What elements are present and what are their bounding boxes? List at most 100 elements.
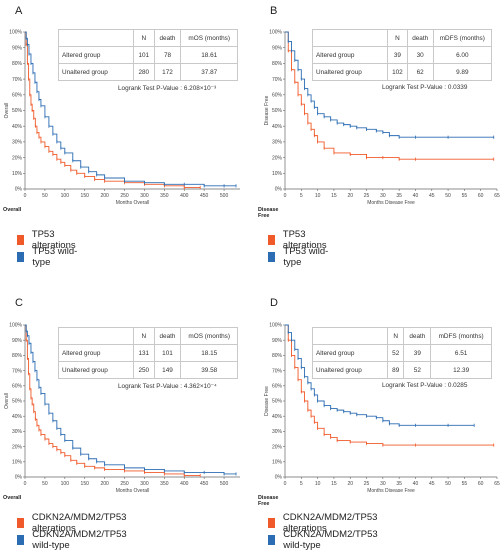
logrank-pvalue: Logrank Test P-Value : 0.0339: [382, 84, 468, 91]
section-label: Disease Free: [258, 495, 279, 507]
y-tick-label: 70%: [272, 77, 283, 83]
table-header-cell: N: [133, 327, 155, 345]
x-tick-label: 20: [347, 481, 353, 487]
table-header-row: N death mOS (months): [58, 327, 238, 345]
x-tick-label: 0: [284, 193, 287, 199]
x-tick-label: 250: [120, 193, 129, 199]
table-row: Altered group 52 39 6.51: [312, 344, 492, 362]
y-tick-label: 70%: [272, 368, 283, 374]
table-header-cell: [58, 29, 134, 47]
legend-swatch: [268, 534, 276, 545]
x-tick-label: 10: [315, 481, 321, 487]
y-tick-label: 60%: [12, 384, 23, 390]
x-tick-label: 150: [81, 193, 90, 199]
y-axis-label: Disease Free: [264, 386, 270, 416]
table-header-cell: mDFS (months): [432, 29, 493, 47]
legend-swatch: [17, 251, 25, 262]
survival-curve-altered: [25, 31, 201, 188]
y-tick-label: 40%: [272, 124, 283, 130]
logrank-pvalue: Logrank Test P-Value : 4.362×10⁻⁴: [118, 383, 217, 390]
legend-label: TP53 alterations: [282, 228, 327, 251]
table-cell: Unaltered group: [58, 361, 134, 379]
x-tick-label: 55: [462, 193, 468, 199]
table-header-row: N death mOS (months): [58, 29, 238, 47]
y-tick-label: 60%: [12, 93, 23, 99]
legend-swatch: [17, 234, 24, 245]
table-cell: 172: [153, 63, 182, 81]
table-row: Altered group 39 30 6.00: [312, 46, 493, 64]
table-header-cell: mOS (months): [180, 29, 238, 47]
legend-item-altered: TP53 alterations: [268, 229, 330, 251]
logrank-pvalue: Logrank Test P-Value : 6.208×10⁻³: [118, 85, 217, 92]
panel-letter: D: [270, 297, 278, 309]
km-plot: 0% 10% 20% 30% 40% 50% 60% 70% 80% 90% 100% 0 50 100 1…: [4, 323, 240, 494]
table-cell: 102: [387, 63, 408, 81]
x-tick-label: 400: [180, 193, 189, 199]
y-tick-label: 80%: [12, 61, 23, 67]
y-tick-label: 30%: [12, 140, 23, 146]
x-tick-label: 40: [413, 481, 419, 487]
table-header-cell: [312, 29, 388, 47]
table-row: Unaltered group 102 62 9.89: [312, 63, 493, 81]
x-tick-label: 55: [462, 481, 468, 487]
x-tick-label: 100: [61, 193, 70, 199]
legend-label: TP53 alterations: [31, 228, 76, 251]
x-tick-label: 5: [300, 193, 303, 199]
table-header-cell: death: [153, 29, 182, 47]
table-header-cell: mOS (months): [180, 327, 238, 345]
stats-table: N death mDFS (months) Altered group 52 3…: [312, 327, 492, 379]
legend-label: CDKN2A/MDM2/TP53 alterations: [282, 511, 378, 534]
x-axis-label: Months Overall: [116, 200, 150, 206]
survival-curve-altered: [285, 324, 494, 446]
x-tick-label: 50: [42, 481, 48, 487]
x-tick-label: 25: [364, 481, 370, 487]
table-cell: 39.58: [180, 361, 238, 379]
table-cell: 280: [133, 63, 155, 81]
table-cell: Unaltered group: [312, 63, 388, 81]
x-tick-label: 300: [140, 193, 149, 199]
table-header-row: N death mDFS (months): [312, 327, 492, 345]
table-header-cell: death: [406, 29, 434, 47]
y-tick-label: 60%: [272, 93, 283, 99]
y-tick-label: 100%: [269, 30, 282, 36]
y-tick-label: 30%: [12, 429, 23, 435]
survival-curve-altered: [25, 324, 201, 476]
x-tick-label: 0: [24, 193, 27, 199]
x-tick-label: 5: [300, 481, 303, 487]
x-tick-label: 45: [429, 193, 435, 199]
table-row: Unaltered group 89 52 12.39: [312, 361, 492, 379]
x-tick-label: 250: [120, 481, 129, 487]
x-tick-label: 35: [396, 481, 402, 487]
legend-item-altered: TP53 alterations: [17, 229, 79, 251]
legend-item-altered: CDKN2A/MDM2/TP53 alterations: [17, 512, 130, 534]
table-row: Unaltered group 280 172 37.87: [58, 63, 238, 81]
y-axis-label: Overall: [4, 103, 10, 119]
y-tick-label: 0%: [275, 475, 283, 481]
x-axis-label: Months Disease Free: [367, 488, 415, 494]
y-axis-label: Disease Free: [264, 95, 270, 125]
km-plot: 0% 10% 20% 30% 40% 50% 60% 70% 80% 90% 100% 0 50 100 1…: [4, 30, 240, 206]
section-label: Overall: [3, 207, 22, 213]
table-header-cell: death: [153, 327, 182, 345]
table-header-cell: [312, 327, 388, 345]
y-tick-label: 30%: [272, 140, 283, 146]
legend-item-unaltered: CDKN2A/MDM2/TP53 wild-type: [268, 529, 381, 551]
y-tick-label: 90%: [12, 338, 23, 344]
y-tick-label: 70%: [12, 77, 23, 83]
table-cell: 30: [406, 46, 434, 64]
x-tick-label: 500: [220, 481, 229, 487]
table-row: Altered group 101 78 18.61: [58, 46, 238, 64]
x-tick-label: 65: [494, 481, 500, 487]
panel-letter: C: [15, 297, 23, 309]
y-tick-label: 50%: [272, 399, 283, 405]
legend-label: CDKN2A/MDM2/TP53 wild-type: [283, 528, 378, 551]
x-tick-label: 500: [220, 193, 229, 199]
y-tick-label: 40%: [12, 124, 23, 130]
legend-label: CDKN2A/MDM2/TP53 alterations: [31, 511, 127, 534]
table-row: Altered group 131 101 18.15: [58, 344, 238, 362]
y-tick-label: 100%: [269, 323, 282, 329]
y-tick-label: 20%: [12, 155, 23, 161]
panel-letter: A: [15, 5, 23, 17]
table-cell: 250: [133, 361, 155, 379]
section-label: Disease Free: [258, 207, 279, 219]
